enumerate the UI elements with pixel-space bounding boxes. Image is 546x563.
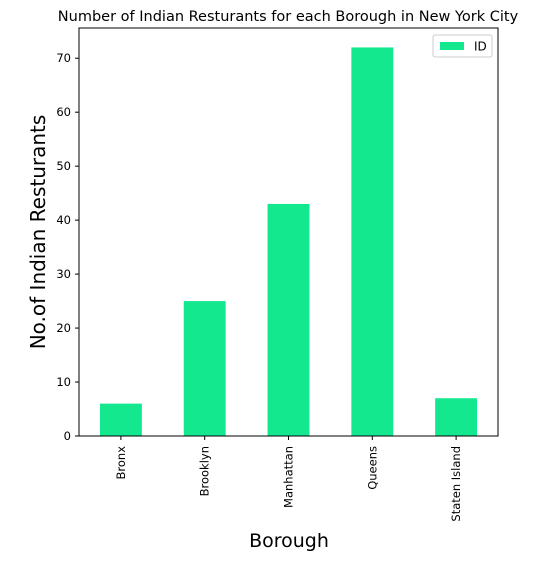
legend-label: ID [474,40,487,54]
y-tick-label: 30 [56,267,71,281]
legend-swatch [440,42,464,50]
x-axis-label: Borough [249,530,329,552]
bar-bronx [99,403,142,436]
y-axis-label: No.of Indian Resturants [26,115,50,350]
y-axis: 0 10 20 30 40 50 60 70 [56,51,79,443]
bar-manhattan [267,203,310,436]
y-tick-label: 60 [56,105,71,119]
legend: ID [432,34,493,58]
y-tick-label: 70 [56,51,71,65]
x-tick-label: Bronx [114,446,128,480]
plot-frame [78,27,499,437]
chart-title: Number of Indian Resturants for each Bor… [58,9,519,25]
y-tick-label: 50 [56,159,71,173]
bars-group [99,47,478,437]
bar-queens [351,47,394,437]
x-tick-label: Brooklyn [198,446,212,496]
bar-staten-island [435,398,478,436]
x-axis: Bronx Brooklyn Manhattan Queens Staten Islan… [114,436,463,522]
y-tick-label: 20 [56,321,71,335]
x-tick-label: Queens [365,446,379,490]
x-tick-label: Staten Island [449,446,463,522]
bar-brooklyn [183,301,226,436]
x-tick-label: Manhattan [282,446,296,508]
y-tick-label: 40 [56,213,71,227]
y-tick-label: 10 [56,375,71,389]
y-tick-label: 0 [64,429,71,443]
